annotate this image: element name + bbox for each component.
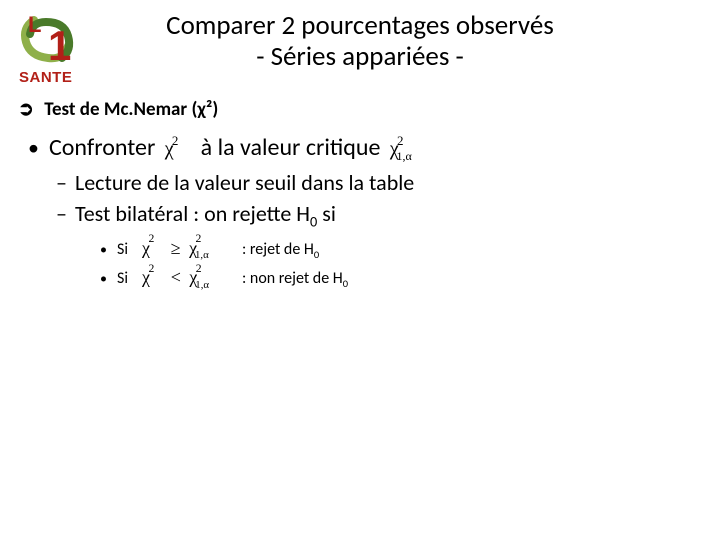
si-label: Si	[117, 240, 128, 259]
crit-sub: 1,α	[396, 148, 411, 164]
c1-res-sub: 0	[314, 248, 319, 261]
title-line1: Comparer 2 pourcentages observés	[0, 10, 720, 41]
dash-icon: –	[56, 199, 67, 230]
bullet-confronter: • Confronter χ2 à la valeur critique χ21…	[28, 132, 700, 164]
bullet-icon: •	[28, 133, 39, 163]
slide-title: Comparer 2 pourcentages observés - Série…	[0, 10, 720, 72]
chi2-symbol: χ2	[165, 138, 197, 160]
cond1-formula: χ2 ≥ χ21,α	[142, 238, 228, 259]
subitem-bilateral: – Test bilatéral : on rejette H0 si	[56, 199, 700, 231]
c2-lhs-sup: 2	[148, 262, 154, 275]
body-content: • Confronter χ2 à la valeur critique χ21…	[28, 132, 700, 290]
bilateral-text: Test bilatéral : on rejette H0 si	[75, 199, 336, 231]
c1-rhs-sup: 2	[196, 232, 202, 245]
bilateral-pre: Test bilatéral : on rejette H	[75, 200, 310, 227]
dash-icon: –	[56, 168, 67, 199]
section-heading: ➲ Test de Mc.Nemar (χ²)	[18, 98, 218, 121]
cond1-result: : rejet de H0	[242, 240, 319, 261]
si-label: Si	[117, 269, 128, 288]
c1-res-pre: : rejet de H	[242, 240, 314, 259]
cond2-result: : non rejet de H0	[242, 269, 348, 290]
confronter-pre: Confronter	[49, 133, 155, 162]
bullet-icon: •	[100, 270, 107, 287]
c1-lhs-sup: 2	[148, 232, 154, 245]
bilateral-post: si	[317, 200, 336, 227]
condition-nonreject: • Si χ2 < χ21,α : non rejet de H0	[100, 267, 700, 290]
chi2-crit-symbol: χ21,α	[390, 138, 417, 160]
c2-res-pre: : non rejet de H	[242, 269, 343, 288]
heading-text: Test de Mc.Nemar (χ²)	[44, 98, 218, 121]
c2-op: <	[171, 267, 181, 287]
chi-sup: 2	[172, 132, 179, 150]
cond2-formula: χ2 < χ21,α	[142, 267, 228, 288]
c1-op: ≥	[171, 238, 181, 258]
condition-reject: • Si χ2 ≥ χ21,α : rejet de H0	[100, 238, 700, 261]
c2-rhs-sup: 2	[196, 262, 202, 275]
c2-rhs-sub: 1,α	[195, 279, 209, 291]
c1-rhs-sub: 1,α	[195, 249, 209, 261]
subitem-lecture: – Lecture de la valeur seuil dans la tab…	[56, 168, 700, 199]
lecture-text: Lecture de la valeur seuil dans la table	[75, 168, 414, 199]
confronter-line: Confronter χ2 à la valeur critique χ21,α	[49, 132, 421, 164]
title-line2: - Séries appariées -	[0, 41, 720, 72]
bullet-icon: •	[100, 241, 107, 258]
c2-res-sub: 0	[343, 277, 348, 290]
arrow-icon: ➲	[18, 98, 34, 121]
confronter-mid: à la valeur critique	[201, 133, 381, 162]
